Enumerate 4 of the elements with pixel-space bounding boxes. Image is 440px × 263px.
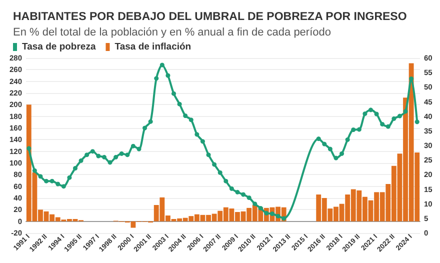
legend-label: Tasa de inflación — [114, 42, 192, 52]
chart-title: HABITANTES POR DEBAJO DEL UMBRAL DE POBREZA POR INGRESO — [13, 11, 407, 23]
chart-subtitle: En % del total de la población y en % anual a fin de cada período — [13, 26, 332, 38]
legend-label: Tasa de pobreza — [22, 42, 96, 52]
